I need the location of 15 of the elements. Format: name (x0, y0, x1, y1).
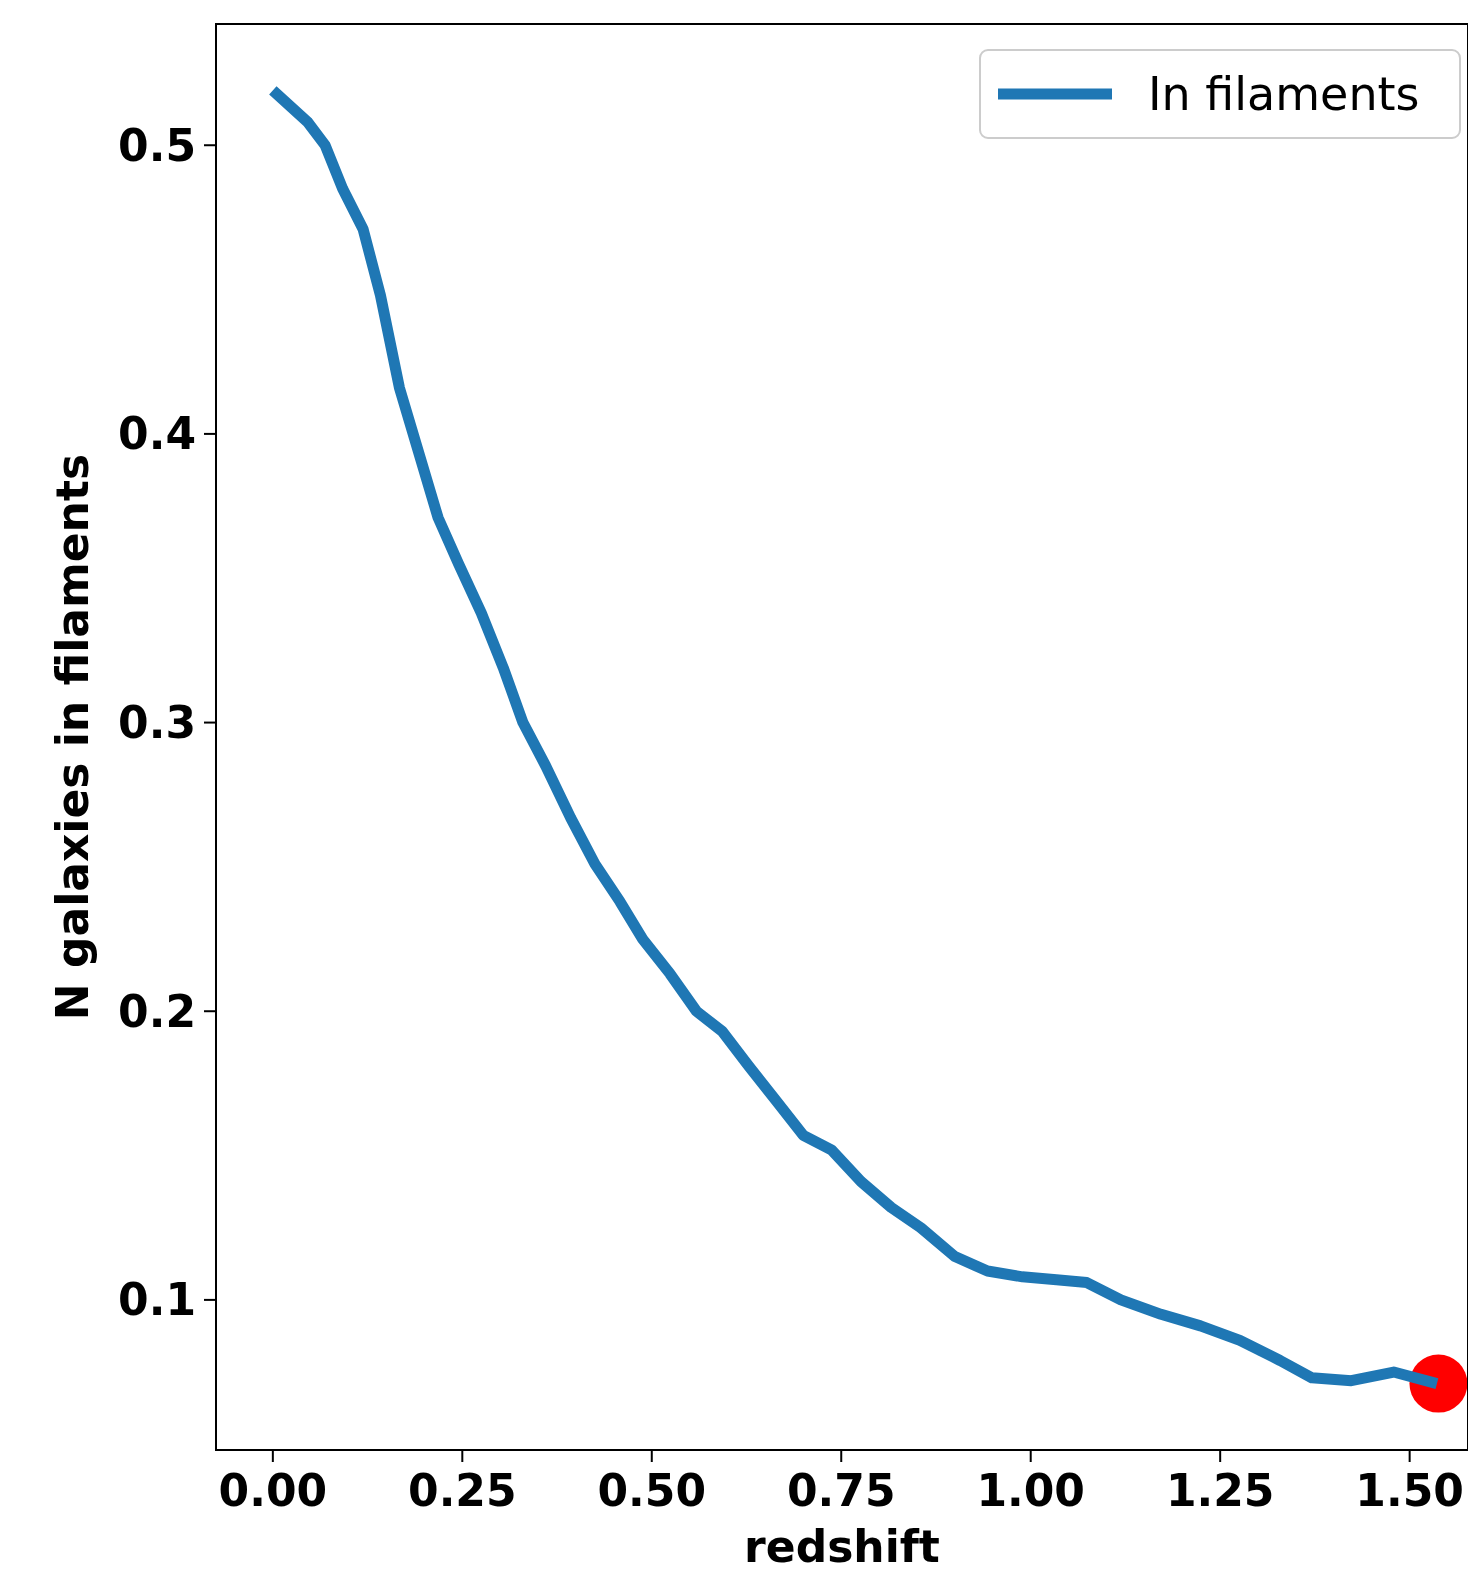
x-axis-title: redshift (744, 1521, 940, 1572)
y-tick-label: 0.2 (118, 985, 196, 1037)
legend-label: In filaments (1148, 67, 1420, 122)
y-tick-label: 0.4 (118, 408, 196, 460)
x-tick-label: 1.50 (1355, 1465, 1464, 1516)
x-tick-label: 1.25 (1165, 1465, 1275, 1516)
y-tick-label: 0.5 (118, 119, 196, 171)
y-axis-title: N galaxies in filaments (47, 453, 98, 1021)
x-tick-label: 0.25 (408, 1465, 517, 1516)
x-tick-label: 0.75 (786, 1465, 896, 1516)
x-tick-label: 0.50 (597, 1465, 707, 1516)
x-tick-label: 0.00 (218, 1465, 328, 1516)
y-tick-label: 0.3 (118, 696, 196, 748)
x-tick-label: 1.00 (976, 1465, 1085, 1516)
y-tick-label: 0.1 (118, 1274, 196, 1326)
